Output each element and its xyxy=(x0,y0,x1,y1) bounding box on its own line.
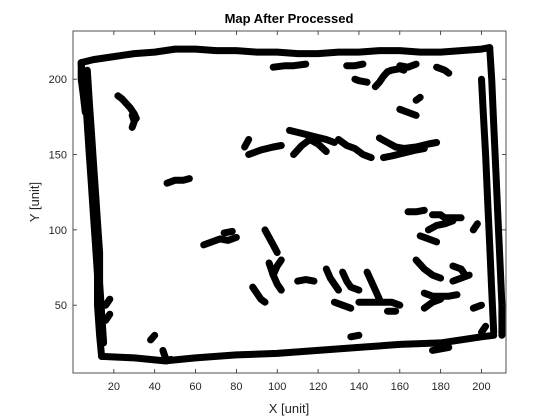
map-stroke-0-46 xyxy=(469,301,485,312)
map-stroke-0-50 xyxy=(102,310,114,324)
map-stroke-0-33 xyxy=(294,276,318,285)
map-stroke-0-49 xyxy=(102,295,114,309)
x-tick-label: 180 xyxy=(431,381,449,393)
map-stroke-0-35 xyxy=(339,268,363,294)
map-stroke-0-45 xyxy=(449,262,469,279)
x-tick-label: 60 xyxy=(189,381,201,393)
map-stroke-0-34 xyxy=(322,265,342,294)
y-tick-label: 200 xyxy=(49,74,67,86)
map-stroke-0-2 xyxy=(83,66,108,347)
map-stroke-0-26 xyxy=(424,217,457,234)
y-tick-label: 50 xyxy=(55,300,67,312)
y-axis-label: Y [unit] xyxy=(27,182,42,222)
chart-title: Map After Processed xyxy=(225,11,354,26)
x-axis-label: X [unit] xyxy=(269,401,309,416)
map-stroke-0-23 xyxy=(412,93,424,104)
map-stroke-0-7 xyxy=(159,346,175,365)
map-stroke-0-11 xyxy=(286,126,338,146)
map-stroke-0-53 xyxy=(478,322,490,336)
map-stroke-0-24 xyxy=(404,206,428,216)
map-stroke-0-52 xyxy=(469,220,481,234)
map-stroke-0-27 xyxy=(200,233,240,249)
map-stroke-0-16 xyxy=(163,175,193,187)
map-stroke-0-30 xyxy=(265,259,285,294)
map-stroke-0-29 xyxy=(261,226,281,256)
plot-frame xyxy=(72,30,507,374)
map-stroke-0-10 xyxy=(245,142,285,158)
map-stroke-0-14 xyxy=(375,134,441,152)
map-stroke-0-48 xyxy=(429,343,453,354)
map-stroke-0-41 xyxy=(412,256,445,282)
x-axis-ticks: 20 40 60 80 100 120 140 160 180 200 xyxy=(108,31,491,393)
map-stroke-0-17 xyxy=(269,60,310,71)
map-stroke-0-55 xyxy=(351,75,371,86)
map-stroke-0-13 xyxy=(335,136,375,162)
map-stroke-0-43 xyxy=(420,295,445,312)
map-stroke-0-38 xyxy=(330,298,355,312)
map-stroke-0-36 xyxy=(363,268,383,303)
map-stroke-0-25 xyxy=(429,211,465,222)
map-stroke-0-47 xyxy=(347,331,363,341)
map-stroke-0-12 xyxy=(290,136,330,158)
map-stroke-0-18 xyxy=(343,60,367,70)
map-stroke-0-6 xyxy=(77,59,89,116)
map-points xyxy=(77,44,506,365)
y-tick-label: 100 xyxy=(49,225,67,237)
map-stroke-0-5 xyxy=(478,75,498,336)
map-stroke-0-22 xyxy=(371,65,408,91)
x-tick-label: 120 xyxy=(309,381,327,393)
x-tick-label: 40 xyxy=(149,381,161,393)
map-stroke-0-21 xyxy=(396,105,420,119)
map-stroke-0-40 xyxy=(416,232,441,246)
y-tick-label: 150 xyxy=(49,150,67,162)
x-tick-label: 160 xyxy=(391,381,409,393)
map-stroke-0-31 xyxy=(249,283,269,306)
x-tick-label: 200 xyxy=(472,381,490,393)
map-stroke-0-20 xyxy=(433,63,453,77)
map-stroke-0-0 xyxy=(77,44,494,67)
map-stroke-0-9 xyxy=(128,111,138,131)
map-stroke-0-3 xyxy=(98,331,498,365)
x-tick-label: 140 xyxy=(350,381,368,393)
y-axis-ticks: 50 100 150 200 xyxy=(49,74,506,312)
map-stroke-0-28 xyxy=(220,227,236,237)
plot-area xyxy=(73,31,506,373)
map-stroke-0-51 xyxy=(147,331,159,344)
map-stroke-0-37 xyxy=(355,298,404,309)
map-stroke-0-15 xyxy=(380,145,428,162)
map-stroke-0-32 xyxy=(269,256,285,279)
x-tick-label: 80 xyxy=(230,381,242,393)
map-stroke-0-54 xyxy=(241,136,253,151)
x-tick-label: 100 xyxy=(268,381,286,393)
map-stroke-0-4 xyxy=(486,44,506,339)
x-tick-label: 20 xyxy=(108,381,120,393)
